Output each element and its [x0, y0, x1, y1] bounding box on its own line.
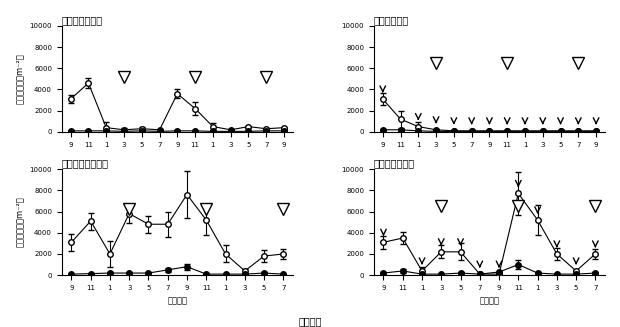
Y-axis label: 埋土種子数（m⁻²）: 埋土種子数（m⁻²） — [15, 197, 24, 248]
Text: 不耕起・除草剤: 不耕起・除草剤 — [62, 15, 103, 25]
X-axis label: 調査時期: 調査時期 — [167, 297, 187, 305]
Text: 耕起・無除草剤: 耕起・無除草剤 — [374, 158, 415, 168]
Y-axis label: 埋土種子数（m⁻²）: 埋土種子数（m⁻²） — [15, 54, 24, 104]
X-axis label: 調査時期: 調査時期 — [479, 297, 500, 305]
Text: 調査時期: 調査時期 — [298, 316, 322, 326]
Text: 耕起・除草剤: 耕起・除草剤 — [374, 15, 409, 25]
Text: 不耕起・無除草剤: 不耕起・無除草剤 — [62, 158, 108, 168]
